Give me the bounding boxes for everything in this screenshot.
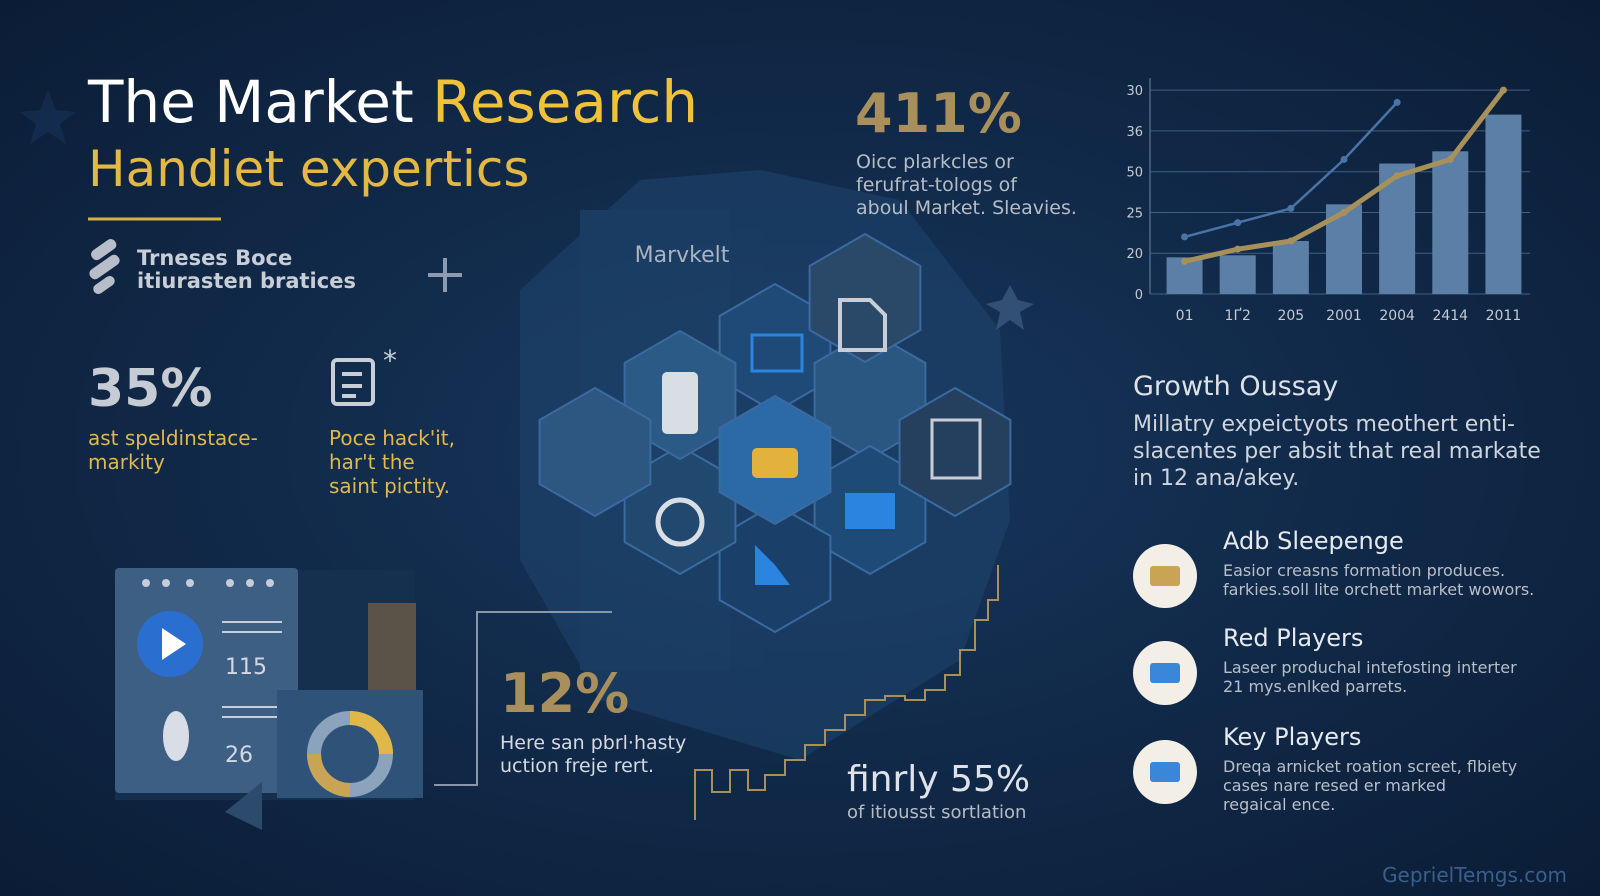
title: The Market Research	[87, 68, 698, 136]
feature-title: Red Players	[1223, 624, 1363, 652]
hex-cluster	[538, 232, 1012, 634]
feature-icon-glyph	[1150, 762, 1180, 782]
line-point	[1340, 155, 1348, 163]
line-point	[1499, 86, 1507, 94]
feature-icon-glyph	[1150, 663, 1180, 683]
badge-text: Trneses Boce	[137, 246, 292, 270]
x-tick-label: 2414	[1432, 308, 1468, 324]
stat-text: uction freje rert.	[500, 755, 654, 777]
line-point	[1393, 98, 1401, 106]
feature-title: Key Players	[1223, 723, 1361, 751]
plus	[428, 258, 462, 292]
icon	[662, 372, 698, 434]
stat-value: 12%	[500, 662, 629, 725]
growth-text: Millatry expeictyots meothert enti-	[1133, 412, 1515, 437]
stat-text: ferufrat-tologs of	[856, 174, 1018, 196]
dashboard-panel	[115, 568, 423, 830]
y-tick-label: 0	[1135, 288, 1143, 303]
stat-value: 411%	[855, 82, 1022, 145]
stat-value: finrly 55%	[847, 759, 1030, 800]
feature-text: Dreqa arnicket roation screet, flbiety	[1223, 757, 1517, 776]
feature-text: Laseer produchal intefosting interter	[1223, 658, 1517, 677]
asterisk: *	[383, 344, 397, 377]
feature-title: Adb Sleepenge	[1223, 527, 1404, 555]
growth-text: slacentes per absit that real markate	[1133, 439, 1541, 464]
stat-text: Here san pbrl·hasty	[500, 732, 686, 754]
connector	[434, 611, 612, 786]
bar	[1432, 151, 1469, 294]
hexagon	[538, 386, 652, 518]
icon	[752, 448, 798, 478]
stat-text: aboul Market. Sleavies.	[856, 197, 1077, 219]
growth-chart: 0 20 25 50 36 30 01 1Ґ2 205 2001 2004 2414 2011	[1126, 78, 1530, 324]
hub-label: Marvkelt	[635, 243, 730, 268]
line-point	[1340, 208, 1348, 216]
feature-icon-glyph	[1150, 566, 1180, 586]
icon	[838, 298, 887, 352]
stat-value: 35%	[88, 359, 212, 419]
badge-text: itiurasten bratices	[137, 269, 356, 293]
stat-text: Poce hack'it,	[329, 426, 455, 450]
icon	[845, 493, 895, 529]
stat-text: Oicc plarkcles or	[856, 151, 1014, 173]
x-tick-label: 2011	[1486, 308, 1522, 324]
icon	[755, 545, 790, 585]
doc-icon	[331, 358, 375, 406]
bar	[1219, 255, 1256, 294]
icon	[655, 497, 705, 547]
icon	[930, 418, 982, 480]
stat-text: har't the	[329, 450, 415, 474]
growth-title: Growth Oussay	[1133, 371, 1338, 402]
stat-text: ast speldinstace-	[88, 426, 258, 450]
hexagon	[898, 386, 1012, 518]
line-point	[1446, 155, 1454, 163]
growth-text: in 12 ana/akey.	[1133, 466, 1299, 491]
x-tick-label: 2001	[1326, 308, 1362, 324]
badge-icon	[89, 239, 120, 295]
feature-text: Easior creasns formation produces.	[1223, 561, 1505, 580]
icon	[750, 333, 804, 373]
bar	[1485, 114, 1522, 294]
stat-text: of itiousst sortlation	[847, 802, 1026, 823]
panel-value: 26	[225, 743, 253, 768]
panel-value: 115	[225, 655, 267, 680]
footer: GeprielTemgs.com	[1382, 863, 1567, 887]
x-tick-label: 01	[1176, 308, 1194, 324]
feature-text: cases nare resed er marked	[1223, 776, 1446, 795]
y-tick-label: 20	[1126, 247, 1143, 262]
x-tick-label: 2004	[1379, 308, 1415, 324]
stat-text: saint pictity.	[329, 474, 450, 498]
y-tick-label: 25	[1126, 206, 1143, 221]
x-tick-label: 205	[1277, 308, 1304, 324]
subtitle: Handiet expertics	[88, 140, 529, 198]
y-tick-label: 36	[1126, 125, 1143, 140]
feature-text: farkies.soll lite orchett market wowors.	[1223, 580, 1534, 599]
feature-text: 21 mys.enlked parrets.	[1223, 677, 1407, 696]
line-point	[1234, 219, 1242, 227]
line-point	[1287, 204, 1295, 212]
step-line	[694, 565, 999, 820]
line-point	[1234, 245, 1242, 253]
line-point	[1287, 237, 1295, 245]
line-point	[1393, 172, 1401, 180]
bar	[1272, 241, 1309, 294]
line-point	[1181, 233, 1189, 241]
feature-text: regaical ence.	[1223, 795, 1335, 814]
line-point	[1181, 257, 1189, 265]
stat-text: markity	[88, 450, 165, 474]
x-tick-label: 1Ґ2	[1225, 307, 1251, 324]
feature-list: Adb Sleepenge Easior creasns formation pr…	[1133, 527, 1534, 814]
y-tick-label: 30	[1126, 84, 1143, 99]
y-tick-label: 50	[1126, 166, 1143, 181]
